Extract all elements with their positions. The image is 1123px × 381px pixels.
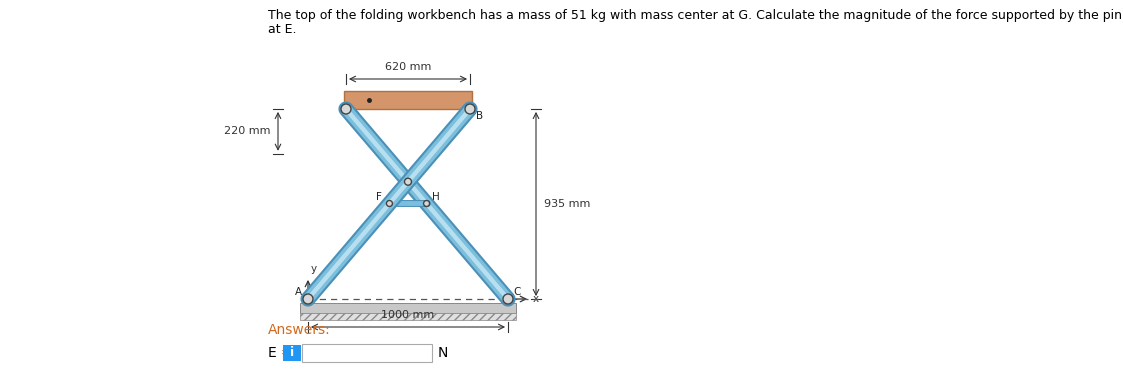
Text: A: A [295,287,302,297]
Text: F: F [375,192,382,202]
Bar [300,303,515,313]
Text: Answers:: Answers: [268,323,331,337]
Text: 220 mm: 220 mm [223,126,270,136]
Text: The top of the folding workbench has a mass of 51 kg with mass center at G. Calc: The top of the folding workbench has a m… [268,9,1122,22]
FancyBboxPatch shape [283,345,301,361]
Text: y: y [311,264,317,274]
Text: at E.: at E. [268,23,296,36]
Text: 1000 mm: 1000 mm [382,310,435,320]
Text: 935 mm: 935 mm [544,199,591,209]
Text: E: E [411,189,418,199]
Circle shape [386,200,392,207]
Circle shape [303,294,313,304]
Bar [300,313,515,320]
Text: G: G [372,95,380,105]
Bar [344,91,472,109]
Circle shape [423,200,430,207]
Text: x: x [533,294,539,304]
Text: 620 mm: 620 mm [385,62,431,72]
Circle shape [465,104,475,114]
Text: H: H [431,192,439,202]
Text: C: C [513,287,520,297]
Circle shape [503,294,513,304]
Text: B: B [476,111,483,121]
Text: E =: E = [268,346,293,360]
Circle shape [341,104,351,114]
Text: D: D [351,111,360,121]
Text: N: N [438,346,448,360]
Text: i: i [290,346,294,360]
FancyBboxPatch shape [302,344,432,362]
Circle shape [404,178,411,185]
